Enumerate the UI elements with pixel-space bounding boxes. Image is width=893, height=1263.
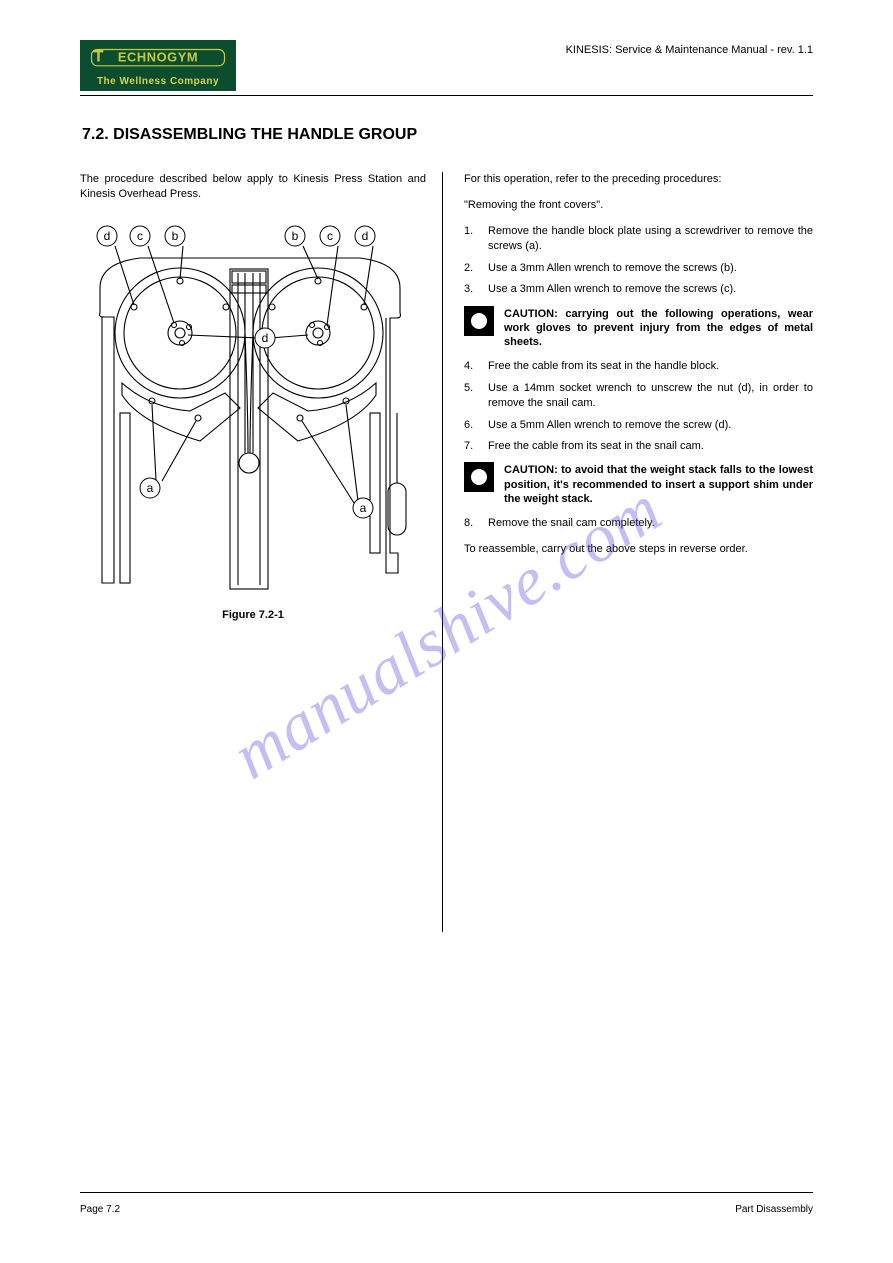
right-column: For this operation, refer to the precedi… bbox=[440, 172, 813, 621]
caution-text-1: CAUTION: carrying out the following oper… bbox=[504, 306, 813, 350]
left-column: The procedure described below apply to K… bbox=[80, 172, 440, 621]
steps-list-1: 1.Remove the handle block plate using a … bbox=[464, 224, 813, 298]
footer-right: Part Disassembly bbox=[735, 1204, 813, 1215]
caution-icon bbox=[464, 462, 494, 492]
svg-text:d: d bbox=[262, 331, 269, 345]
steps-list-3: 8.Remove the snail cam completely. bbox=[464, 516, 813, 531]
svg-text:c: c bbox=[137, 229, 143, 243]
technical-diagram: d c b b c d d a a bbox=[80, 213, 420, 603]
two-column-layout: The procedure described below apply to K… bbox=[80, 172, 813, 621]
reassembly-note: To reassemble, carry out the above steps… bbox=[464, 542, 813, 557]
svg-text:a: a bbox=[360, 501, 367, 515]
figure-label: Figure 7.2-1 bbox=[80, 609, 426, 621]
header-doc-title: KINESIS: Service & Maintenance Manual - … bbox=[236, 40, 813, 56]
caution-block-2: CAUTION: to avoid that the weight stack … bbox=[464, 462, 813, 506]
logo: ECHNOGYM T The Wellness Company bbox=[80, 40, 236, 91]
svg-text:d: d bbox=[104, 229, 111, 243]
caution-icon bbox=[464, 306, 494, 336]
step-item: 5.Use a 14mm socket wrench to unscrew th… bbox=[464, 381, 813, 412]
intro-left-para: The procedure described below apply to K… bbox=[80, 172, 426, 202]
caution-text-2: CAUTION: to avoid that the weight stack … bbox=[504, 462, 813, 506]
caution-block-1: CAUTION: carrying out the following oper… bbox=[464, 306, 813, 350]
page-header: ECHNOGYM T The Wellness Company KINESIS:… bbox=[80, 40, 813, 91]
svg-text:T: T bbox=[94, 48, 104, 66]
ref-item: "Removing the front covers". bbox=[464, 198, 813, 213]
step-item: 6.Use a 5mm Allen wrench to remove the s… bbox=[464, 418, 813, 433]
column-divider bbox=[442, 172, 443, 932]
step-item: 7.Free the cable from its seat in the sn… bbox=[464, 439, 813, 454]
logo-brand-svg: ECHNOGYM T bbox=[88, 46, 228, 69]
svg-text:c: c bbox=[327, 229, 333, 243]
svg-text:b: b bbox=[172, 229, 179, 243]
page-footer: Page 7.2 Part Disassembly bbox=[80, 1204, 813, 1215]
svg-text:b: b bbox=[292, 229, 299, 243]
step-item: 8.Remove the snail cam completely. bbox=[464, 516, 813, 531]
svg-text:d: d bbox=[362, 229, 369, 243]
header-divider bbox=[80, 95, 813, 96]
footer-divider bbox=[80, 1192, 813, 1193]
step-item: 4.Free the cable from its seat in the ha… bbox=[464, 359, 813, 374]
step-item: 3.Use a 3mm Allen wrench to remove the s… bbox=[464, 282, 813, 297]
section-title: 7.2. DISASSEMBLING THE HANDLE GROUP bbox=[82, 126, 813, 144]
svg-text:ECHNOGYM: ECHNOGYM bbox=[118, 50, 198, 65]
steps-list-2: 4.Free the cable from its seat in the ha… bbox=[464, 359, 813, 454]
svg-text:a: a bbox=[147, 481, 154, 495]
step-item: 1.Remove the handle block plate using a … bbox=[464, 224, 813, 255]
logo-tagline: The Wellness Company bbox=[88, 76, 228, 87]
intro-right-para: For this operation, refer to the precedi… bbox=[464, 172, 813, 187]
step-item: 2.Use a 3mm Allen wrench to remove the s… bbox=[464, 261, 813, 276]
footer-left: Page 7.2 bbox=[80, 1204, 120, 1215]
